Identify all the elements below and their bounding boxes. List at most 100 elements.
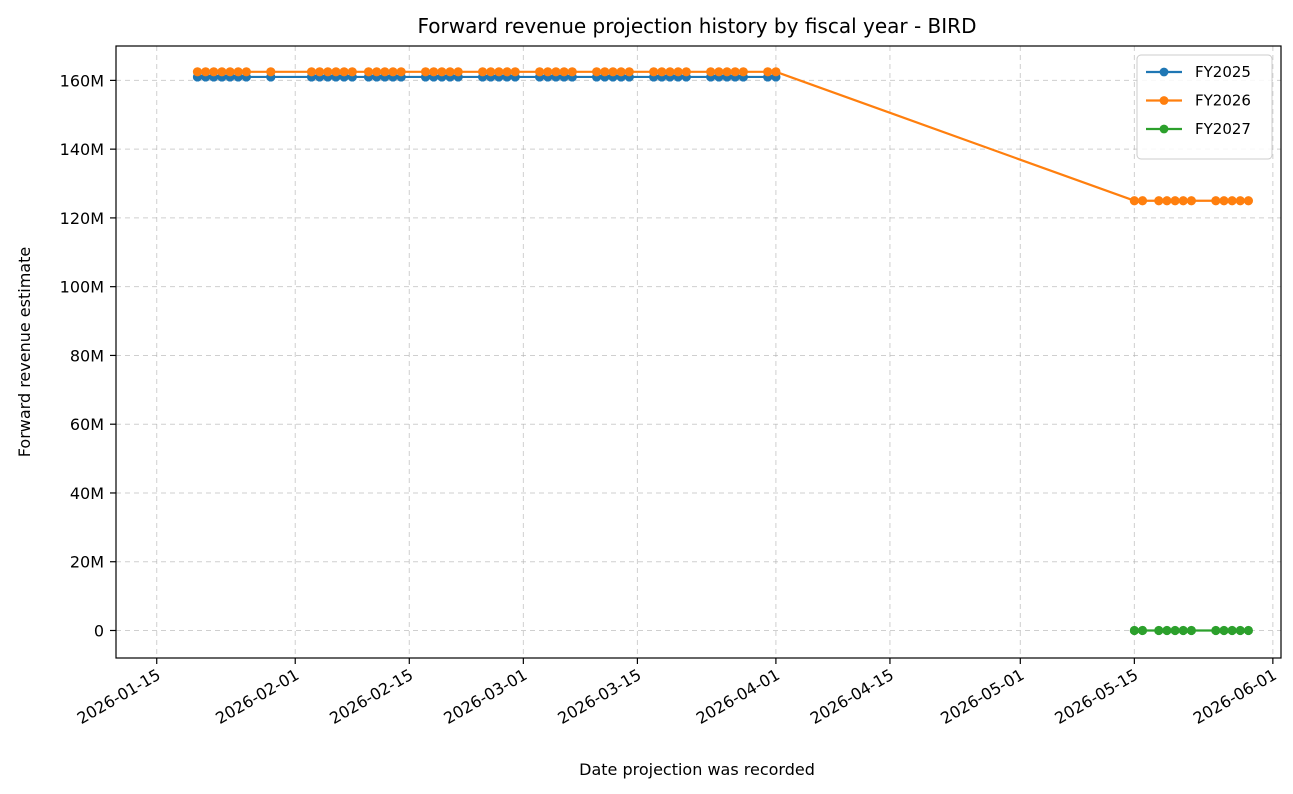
data-point — [1243, 196, 1254, 206]
data-point — [347, 67, 357, 77]
data-point — [551, 67, 561, 77]
data-point — [1137, 625, 1148, 636]
series-fy2026 — [192, 67, 1254, 206]
data-point — [665, 67, 675, 77]
legend-marker — [1159, 96, 1169, 105]
data-point — [388, 67, 398, 77]
data-point — [1235, 625, 1245, 636]
grid-layer — [116, 46, 1281, 658]
series-fy2027 — [1129, 625, 1254, 636]
data-point — [323, 67, 333, 77]
y-tick-label: 80M — [70, 346, 104, 365]
data-point — [1227, 625, 1237, 636]
plot-area-frame — [115, 45, 1282, 659]
y-axis-label: Forward revenue estimate — [15, 247, 34, 457]
data-point — [306, 67, 317, 77]
data-point — [1154, 196, 1164, 206]
data-point — [192, 67, 203, 77]
data-point — [763, 67, 773, 77]
data-point — [233, 67, 243, 77]
legend-label: FY2027 — [1195, 120, 1251, 138]
data-point — [738, 67, 748, 77]
data-point — [1137, 196, 1148, 206]
data-point — [600, 67, 610, 77]
data-point — [559, 67, 569, 77]
legend-item-fy2027: FY2027 — [1146, 120, 1251, 138]
data-point — [380, 67, 390, 77]
data-point — [478, 67, 488, 77]
data-point — [1129, 196, 1139, 206]
legend-marker — [1159, 124, 1169, 134]
data-point — [429, 67, 439, 77]
data-point — [266, 67, 276, 77]
data-point — [567, 67, 577, 77]
data-point — [201, 67, 211, 77]
data-point — [1178, 625, 1188, 636]
y-tick-label: 60M — [70, 415, 104, 434]
data-point — [217, 67, 227, 77]
data-point — [1154, 625, 1164, 636]
y-tick-label: 40M — [70, 484, 104, 503]
data-point — [657, 67, 667, 77]
data-point — [1129, 625, 1139, 636]
data-point — [453, 67, 463, 77]
data-point — [437, 67, 447, 77]
y-tick-label: 160M — [60, 71, 104, 90]
chart-title: Forward revenue projection history by fi… — [418, 14, 977, 38]
data-point — [535, 67, 545, 77]
data-point — [681, 67, 691, 77]
data-point — [706, 67, 716, 77]
data-point — [1235, 196, 1245, 206]
y-tick-label: 0 — [94, 621, 104, 640]
y-tick-label: 20M — [70, 553, 104, 572]
data-point — [1170, 196, 1180, 206]
data-point — [445, 67, 455, 77]
data-point — [1186, 196, 1196, 206]
legend-item-fy2026: FY2026 — [1146, 92, 1251, 110]
data-point — [543, 67, 553, 77]
legend-label: FY2025 — [1195, 63, 1251, 81]
data-point — [1162, 196, 1172, 206]
data-point — [730, 67, 740, 77]
data-point — [331, 67, 341, 77]
data-point — [1162, 625, 1172, 636]
data-point — [396, 67, 406, 77]
data-point — [420, 67, 431, 77]
data-point — [649, 67, 659, 77]
data-point — [1211, 625, 1221, 636]
data-point — [372, 67, 382, 77]
data-point — [771, 67, 781, 77]
data-point — [209, 67, 219, 77]
data-point — [494, 67, 504, 77]
data-point — [1243, 625, 1254, 636]
series-layer — [192, 67, 1254, 636]
data-point — [363, 67, 374, 77]
data-point — [315, 67, 325, 77]
data-point — [1227, 196, 1237, 206]
data-point — [1211, 196, 1221, 206]
data-point — [714, 67, 724, 77]
data-point — [722, 67, 732, 77]
legend-label: FY2026 — [1195, 92, 1251, 110]
data-point — [241, 67, 251, 77]
data-point — [510, 67, 520, 77]
data-point — [1178, 196, 1188, 206]
data-point — [608, 67, 618, 77]
data-point — [673, 67, 683, 77]
data-point — [502, 67, 512, 77]
data-point — [624, 67, 634, 77]
data-point — [1219, 196, 1229, 206]
x-axis-label: Date projection was recorded — [579, 760, 815, 779]
y-tick-label: 140M — [60, 140, 104, 159]
legend-marker — [1159, 67, 1169, 77]
data-point — [339, 67, 349, 77]
data-point — [592, 67, 602, 77]
data-point — [1186, 625, 1196, 636]
data-point — [616, 67, 626, 77]
legend: FY2025 FY2026 FY2027 — [1136, 54, 1273, 160]
y-tick-label: 100M — [60, 278, 104, 297]
y-tick-label: 120M — [60, 209, 104, 228]
data-point — [1170, 625, 1180, 636]
